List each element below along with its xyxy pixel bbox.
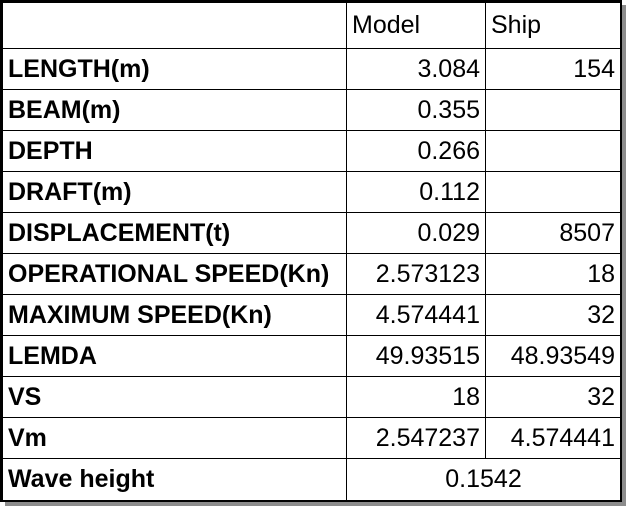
row-label: DISPLACEMENT(t) [2, 212, 347, 254]
model-value: 0.355 [346, 89, 486, 131]
model-value: 18 [346, 376, 486, 418]
row-label: MAXIMUM SPEED(Kn) [2, 294, 347, 336]
ship-value: 4.574441 [485, 417, 621, 459]
header-cell-empty [2, 2, 347, 49]
ship-value: 8507 [485, 212, 621, 254]
table-row: LENGTH(m) 3.084 154 [2, 48, 621, 90]
row-label: DEPTH [2, 130, 347, 172]
model-value: 2.573123 [346, 253, 486, 295]
table-row: BEAM(m) 0.355 [2, 89, 621, 131]
footer-row: Wave height 0.1542 [2, 458, 621, 501]
table-row: DEPTH 0.266 [2, 130, 621, 172]
row-label: LEMDA [2, 335, 347, 377]
footer-label: Wave height [2, 458, 347, 501]
ship-value: 18 [485, 253, 621, 295]
ship-value [485, 130, 621, 172]
model-value: 0.112 [346, 171, 486, 213]
model-value: 2.547237 [346, 417, 486, 459]
ship-value: 32 [485, 376, 621, 418]
table-row: DISPLACEMENT(t) 0.029 8507 [2, 212, 621, 254]
row-label: Vm [2, 417, 347, 459]
ship-value: 32 [485, 294, 621, 336]
table-row: DRAFT(m) 0.112 [2, 171, 621, 213]
row-label: BEAM(m) [2, 89, 347, 131]
table-row: VS 18 32 [2, 376, 621, 418]
spec-table: Model Ship LENGTH(m) 3.084 154 BEAM(m) 0… [2, 2, 621, 501]
ship-value: 154 [485, 48, 621, 90]
ship-value: 48.93549 [485, 335, 621, 377]
header-cell-model: Model [346, 2, 486, 49]
row-label: VS [2, 376, 347, 418]
header-row: Model Ship [2, 2, 621, 49]
table-row: LEMDA 49.93515 48.93549 [2, 335, 621, 377]
model-value: 3.084 [346, 48, 486, 90]
table-row: OPERATIONAL SPEED(Kn) 2.573123 18 [2, 253, 621, 295]
model-value: 4.574441 [346, 294, 486, 336]
header-cell-ship: Ship [485, 2, 621, 49]
ship-value [485, 89, 621, 131]
row-label: DRAFT(m) [2, 171, 347, 213]
row-label: OPERATIONAL SPEED(Kn) [2, 253, 347, 295]
ship-value [485, 171, 621, 213]
model-value: 0.029 [346, 212, 486, 254]
footer-merged-value: 0.1542 [346, 458, 621, 501]
table-row: Vm 2.547237 4.574441 [2, 417, 621, 459]
row-label: LENGTH(m) [2, 48, 347, 90]
model-value: 49.93515 [346, 335, 486, 377]
table-row: MAXIMUM SPEED(Kn) 4.574441 32 [2, 294, 621, 336]
model-value: 0.266 [346, 130, 486, 172]
